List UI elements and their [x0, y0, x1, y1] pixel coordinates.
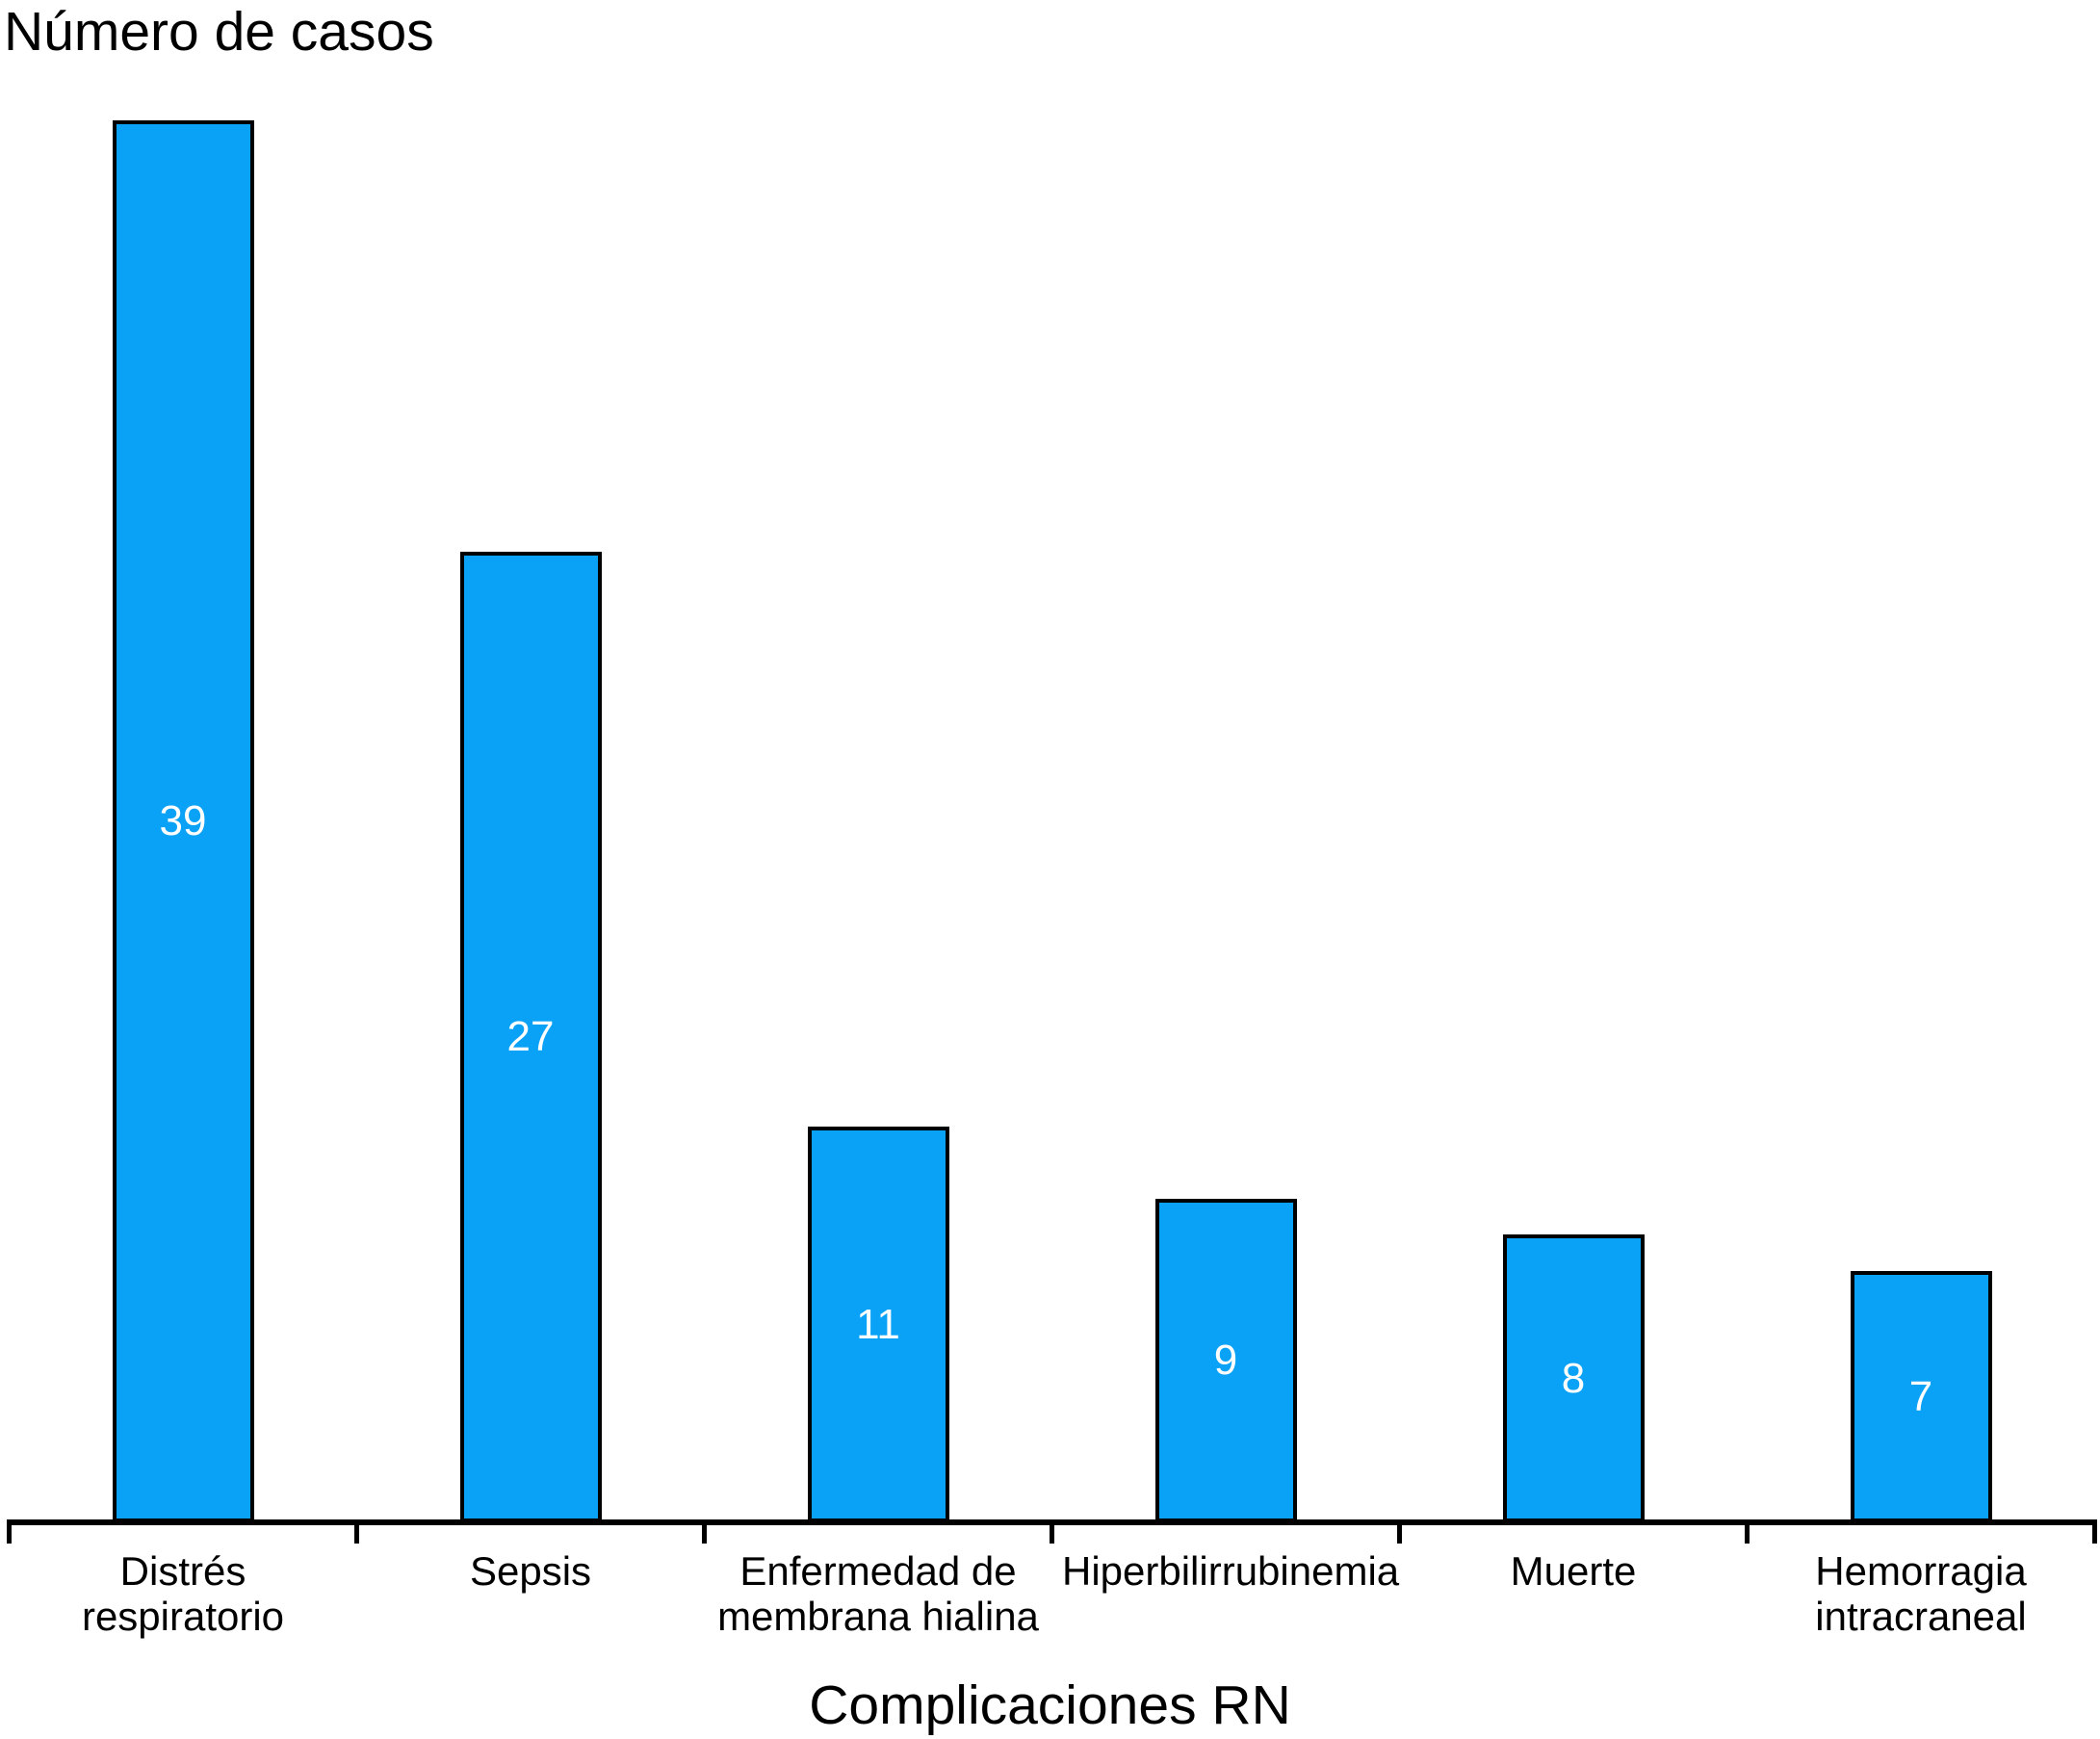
axis-tick — [1745, 1519, 1750, 1544]
bar: 27 — [459, 552, 602, 1522]
bar-value-label: 11 — [856, 1300, 900, 1348]
bar: 11 — [807, 1127, 949, 1522]
bar: 39 — [112, 120, 254, 1522]
category-label: Sepsis — [469, 1548, 592, 1594]
category-label: Enfermedad de membrana hialina — [717, 1548, 1039, 1639]
category-label: Hemorragia intracraneal — [1815, 1548, 2027, 1639]
category-label: Distrés respiratorio — [81, 1548, 285, 1639]
axis-tick — [1397, 1519, 1402, 1544]
bar-value-label: 8 — [1561, 1354, 1586, 1402]
bar-value-label: 7 — [1908, 1372, 1933, 1420]
axis-tick — [354, 1519, 359, 1544]
axis-tick — [1050, 1519, 1054, 1544]
axis-tick — [702, 1519, 707, 1544]
category-label: Hiperbilirrubinemia — [1062, 1548, 1400, 1594]
axis-tick — [2092, 1519, 2097, 1544]
bar: 8 — [1502, 1234, 1645, 1522]
x-axis-title: Complicaciones RN — [809, 1674, 1291, 1736]
category-label: Muerte — [1510, 1548, 1637, 1594]
bar: 7 — [1850, 1271, 1992, 1522]
y-axis-title: Número de casos — [4, 1, 434, 63]
bar: 9 — [1154, 1199, 1297, 1522]
bar-value-label: 27 — [506, 1013, 555, 1060]
axis-tick — [7, 1519, 12, 1544]
bar-value-label: 39 — [159, 797, 207, 844]
bar-value-label: 9 — [1213, 1337, 1238, 1384]
